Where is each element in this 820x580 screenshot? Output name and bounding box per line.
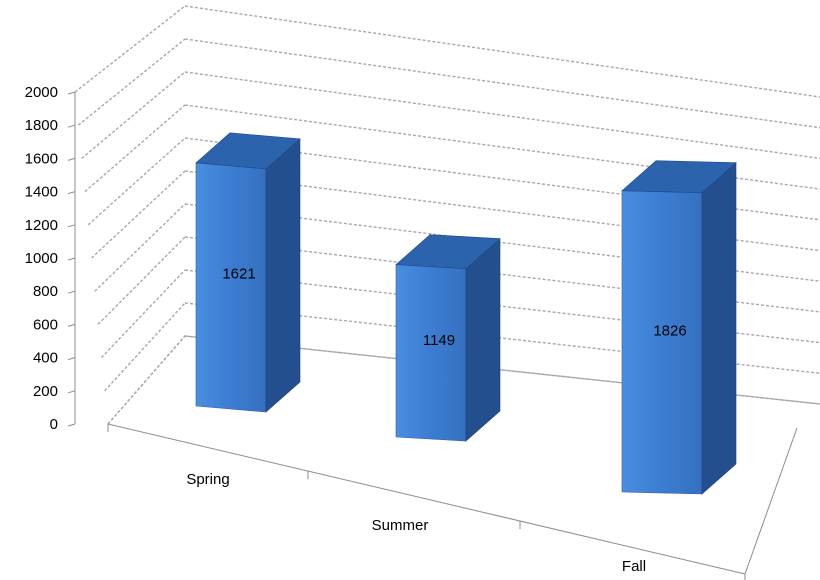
y-tick-mark [67, 224, 76, 228]
floor-back-edge [107, 335, 820, 425]
back-wall-gridline [184, 5, 820, 98]
left-wall-gridline [87, 137, 186, 226]
y-tick-mark [67, 390, 76, 394]
bar-top-fall [621, 160, 737, 194]
x-category-label: Summer [372, 517, 429, 534]
y-tick-label: 200 [33, 383, 58, 400]
y-tick-mark [67, 290, 76, 294]
y-tick-label: 1200 [25, 217, 58, 234]
bar-top-spring [195, 132, 301, 170]
left-wall-gridline [77, 38, 186, 126]
bars [195, 132, 737, 495]
bar-top-summer [395, 234, 501, 269]
y-tick-label: 0 [50, 416, 58, 433]
y-tick-mark [67, 423, 76, 427]
y-tick-mark [67, 357, 76, 361]
data-label: 1149 [423, 332, 455, 349]
left-wall-gridline [97, 236, 186, 325]
bar-front-fall [621, 190, 703, 495]
bar-front-spring [195, 162, 267, 413]
y-tick-mark [67, 91, 76, 95]
data-label: 1826 [653, 322, 686, 339]
bar-side-summer [465, 237, 501, 442]
y-tick-mark [67, 191, 76, 195]
y-tick-label: 400 [33, 350, 58, 367]
y-tick-label: 2000 [25, 84, 58, 101]
y-tick-label: 800 [33, 283, 58, 300]
bar-side-fall [701, 162, 737, 495]
left-wall-gridline [91, 170, 186, 259]
left-wall-gridline [104, 302, 186, 392]
back-wall-gridline [184, 38, 820, 129]
left-wall-gridline [84, 104, 186, 193]
y-tick-mark [67, 124, 76, 128]
x-axis-right-edge [744, 427, 798, 575]
y-tick-mark [67, 157, 76, 161]
data-label: 1621 [222, 265, 255, 282]
back-wall-gridline [184, 104, 820, 190]
y-tick-label: 1600 [25, 150, 58, 167]
left-wall-gridline [94, 203, 186, 292]
y-tick-label: 1000 [25, 250, 58, 267]
x-axis-front-edge [107, 423, 746, 575]
left-wall-gridline [74, 5, 186, 93]
left-wall-gridline [100, 269, 186, 359]
y-tick-mark [67, 323, 76, 327]
y-tick-label: 600 [33, 316, 58, 333]
x-category-label: Spring [186, 471, 229, 488]
back-wall-gridline [184, 71, 820, 160]
x-category-label: Fall [622, 558, 646, 575]
y-tick-mark [67, 257, 76, 261]
bar-side-spring [265, 138, 301, 413]
labels: 0 200 400 600 800 1000 1200 1400 1600 1800 2000 162… [25, 84, 687, 575]
y-tick-label: 1400 [25, 184, 58, 201]
y-tick-label: 1800 [25, 117, 58, 134]
left-wall-gridline [81, 71, 186, 159]
axes [67, 91, 798, 580]
bar-front-summer [395, 264, 467, 442]
